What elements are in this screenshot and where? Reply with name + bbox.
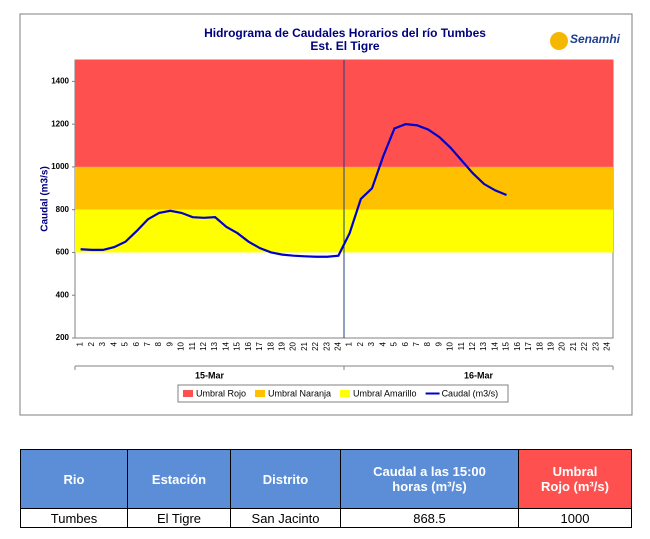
legend-label: Umbral Amarillo xyxy=(353,388,417,398)
x-tick-label: 2 xyxy=(87,341,96,346)
x-tick-label: 1 xyxy=(345,341,354,346)
x-tick-label: 8 xyxy=(423,341,432,346)
x-tick-label: 15 xyxy=(502,341,511,350)
table-cell: 1000 xyxy=(518,508,632,528)
y-tick-label: 600 xyxy=(56,248,70,257)
x-tick-label: 13 xyxy=(479,341,488,350)
x-tick-label: 18 xyxy=(535,341,544,350)
x-tick-label: 20 xyxy=(558,341,567,350)
x-tick-label: 8 xyxy=(154,341,163,346)
x-tick-label: 11 xyxy=(188,341,197,350)
table-cell: El Tigre xyxy=(127,508,231,528)
logo: Senamhi xyxy=(570,32,621,46)
table-header: Distrito xyxy=(230,449,341,509)
x-tick-label: 14 xyxy=(490,341,499,350)
y-tick-label: 1400 xyxy=(51,76,69,85)
x-tick-label: 6 xyxy=(401,341,410,346)
x-tick-label: 12 xyxy=(199,341,208,350)
x-tick-label: 2 xyxy=(356,341,365,346)
x-tick-label: 17 xyxy=(255,341,264,350)
table-cell: 868.5 xyxy=(340,508,519,528)
table-cell: San Jacinto xyxy=(230,508,341,528)
x-tick-label: 19 xyxy=(546,341,555,350)
x-tick-label: 16 xyxy=(244,341,253,350)
table-header: Caudal a las 15:00 horas (m³/s) xyxy=(340,449,519,509)
x-tick-label: 6 xyxy=(132,341,141,346)
legend-label: Caudal (m3/s) xyxy=(442,388,499,398)
x-tick-label: 23 xyxy=(322,341,331,350)
x-tick-label: 13 xyxy=(210,341,219,350)
y-tick-label: 200 xyxy=(56,333,70,342)
x-tick-label: 24 xyxy=(334,341,343,350)
x-tick-label: 3 xyxy=(98,341,107,346)
x-tick-label: 21 xyxy=(300,341,309,350)
table: Rio Estación Distrito Caudal a las 15:00… xyxy=(20,449,632,528)
line-series xyxy=(80,123,507,258)
x-tick-label: 1 xyxy=(76,341,85,346)
y-tick-label: 1000 xyxy=(51,162,69,171)
legend-swatch xyxy=(183,390,193,397)
y-axis-label: Caudal (m3/s) xyxy=(40,166,51,232)
x-tick-label: 22 xyxy=(311,341,320,350)
x-tick-label: 10 xyxy=(446,341,455,350)
y-tick-label: 400 xyxy=(56,290,70,299)
x-tick-label: 21 xyxy=(569,341,578,350)
legend-label: Umbral Rojo xyxy=(196,388,246,398)
chart-subtitle: Est. El Tigre xyxy=(310,39,379,53)
y-tick-label: 1200 xyxy=(51,119,69,128)
x-tick-label: 4 xyxy=(109,341,118,346)
x-tick-label: 7 xyxy=(143,341,152,346)
legend-label: Umbral Naranja xyxy=(268,388,331,398)
y-tick-label: 800 xyxy=(56,205,70,214)
x-tick-label: 4 xyxy=(378,341,387,346)
x-tick-label: 16 xyxy=(513,341,522,350)
group-label: 15-Mar xyxy=(195,370,225,380)
x-tick-label: 9 xyxy=(165,341,174,346)
table-header: Umbral Rojo (m³/s) xyxy=(518,449,632,509)
x-tick-label: 23 xyxy=(591,341,600,350)
group-label: 16-Mar xyxy=(464,370,494,380)
x-tick-label: 11 xyxy=(457,341,466,350)
x-tick-label: 7 xyxy=(412,341,421,346)
x-tick-label: 18 xyxy=(266,341,275,350)
x-tick-label: 19 xyxy=(277,341,286,350)
x-tick-label: 22 xyxy=(580,341,589,350)
x-tick-label: 15 xyxy=(233,341,242,350)
x-tick-label: 17 xyxy=(524,341,533,350)
chart: Hidrograma de Caudales Horarios del río … xyxy=(19,13,633,416)
x-tick-label: 24 xyxy=(603,341,612,350)
legend-swatch xyxy=(340,390,351,397)
table-header: Estación xyxy=(127,449,231,509)
x-tick-label: 20 xyxy=(289,341,298,350)
x-tick-label: 14 xyxy=(221,341,230,350)
table-cell: Tumbes xyxy=(20,508,128,528)
legend-swatch xyxy=(255,390,266,397)
logo-icon xyxy=(550,32,568,50)
x-tick-label: 5 xyxy=(121,341,130,346)
x-tick-label: 3 xyxy=(367,341,376,346)
chart-title: Hidrograma de Caudales Horarios del río … xyxy=(204,26,486,40)
x-tick-label: 10 xyxy=(177,341,186,350)
x-tick-label: 5 xyxy=(390,341,399,346)
x-tick-label: 12 xyxy=(468,341,477,350)
table-header: Rio xyxy=(20,449,128,509)
x-tick-label: 9 xyxy=(434,341,443,346)
